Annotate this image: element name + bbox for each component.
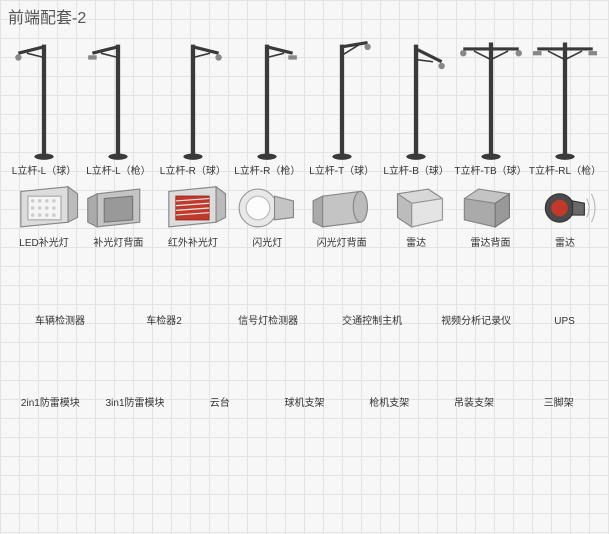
stencil-label: 交通控制主机 [342, 316, 402, 328]
row-detectors: 车辆检测器 车检器2 信号灯检测器 交通控制主机 视频分析记录仪 UPS [8, 254, 601, 328]
stencil-ups[interactable]: UPS [528, 254, 601, 328]
stencil-signal-detector[interactable]: 信号灯检测器 [216, 254, 320, 328]
stencil-label: L立杆-R（枪） [234, 166, 300, 178]
stencil-label: 视频分析记录仪 [441, 316, 511, 328]
pole-L-right-bullet-icon [235, 34, 299, 162]
stencil-pole-T-TB-dome[interactable]: T立杆-TB（球） [455, 34, 527, 178]
stencil-label: LED补光灯 [19, 238, 68, 250]
stencil-label: 球机支架 [285, 398, 325, 410]
stencil-pole-L-left-bullet[interactable]: L立杆-L（枪） [82, 34, 154, 178]
fill-light-back-icon [83, 182, 154, 234]
stencil-label: L立杆-R（球） [160, 166, 226, 178]
stencil-pole-L-right-dome[interactable]: L立杆-R（球） [157, 34, 229, 178]
stencil-radar[interactable]: 雷达 [380, 182, 452, 250]
stencil-label: L立杆-L（球） [12, 166, 76, 178]
led-fill-light-icon [9, 182, 80, 234]
stencil-label: 闪光灯 [252, 238, 282, 250]
stencil-tripod[interactable]: 三脚架 [516, 332, 601, 410]
stencil-label: T立杆-RL（枪） [529, 166, 601, 178]
pole-T-TB-dome-icon [459, 34, 523, 162]
stencil-dome-bracket[interactable]: 球机支架 [262, 332, 347, 410]
stencil-bullet-bracket[interactable]: 枪机支架 [347, 332, 432, 410]
stencil-label: 车辆检测器 [35, 316, 85, 328]
stencil-pole-L-left-dome[interactable]: L立杆-L（球） [8, 34, 80, 178]
stencil-label: 三脚架 [544, 398, 574, 410]
stencil-vehicle-detector-2[interactable]: 车检器2 [112, 254, 216, 328]
row-modules-mounts: 2in1防雷模块 3in1防雷模块 云台 球机支架 枪机支架 吊装支架 三脚架 [8, 332, 601, 410]
stencil-traffic-controller[interactable]: 交通控制主机 [320, 254, 424, 328]
stencil-label: 红外补光灯 [168, 238, 218, 250]
flash-light-icon [232, 182, 303, 234]
stencil-ir-fill-light[interactable]: 红外补光灯 [157, 182, 229, 250]
pole-L-right-dome-icon [161, 34, 225, 162]
stencil-label: 雷达 [406, 238, 426, 250]
pole-L-left-bullet-icon [86, 34, 150, 162]
stencil-led-fill-light[interactable]: LED补光灯 [8, 182, 80, 250]
stencil-label: L立杆-T（球） [309, 166, 374, 178]
stencil-spd-3in1[interactable]: 3in1防雷模块 [93, 332, 178, 410]
stencil-label: 2in1防雷模块 [21, 398, 80, 410]
stencil-label: L立杆-L（枪） [86, 166, 150, 178]
stencil-label: 雷达 [555, 238, 575, 250]
stencil-ptz[interactable]: 云台 [177, 332, 262, 410]
pole-L-T-dome-icon [310, 34, 374, 162]
stencil-label: UPS [554, 316, 575, 328]
stencil-fill-light-back[interactable]: 补光灯背面 [82, 182, 154, 250]
stencil-spd-2in1[interactable]: 2in1防雷模块 [8, 332, 93, 410]
stencil-pole-T-RL-bullet[interactable]: T立杆-RL（枪） [529, 34, 601, 178]
radar-icon [381, 182, 452, 234]
stencil-label: 补光灯背面 [93, 238, 143, 250]
stencil-label: 车检器2 [146, 316, 182, 328]
stencil-label: T立杆-TB（球） [454, 166, 526, 178]
stencil-pole-L-right-bullet[interactable]: L立杆-R（枪） [231, 34, 303, 178]
stencil-vehicle-detector[interactable]: 车辆检测器 [8, 254, 112, 328]
pole-L-B-dome-icon [384, 34, 448, 162]
stencil-ceiling-bracket[interactable]: 吊装支架 [432, 332, 517, 410]
radar-back-icon [455, 182, 526, 234]
ir-fill-light-icon [157, 182, 228, 234]
stencil-radar-back[interactable]: 雷达背面 [455, 182, 527, 250]
stencil-label: 云台 [210, 398, 230, 410]
page-title: 前端配套-2 [8, 4, 601, 28]
radar-small-icon [530, 182, 601, 234]
flash-light-back-icon [306, 182, 377, 234]
stencil-label: 信号灯检测器 [238, 316, 298, 328]
stencil-video-analyzer[interactable]: 视频分析记录仪 [424, 254, 528, 328]
stencil-label: 雷达背面 [471, 238, 511, 250]
stencil-label: 吊装支架 [454, 398, 494, 410]
pole-L-left-dome-icon [12, 34, 76, 162]
stencil-flash-light[interactable]: 闪光灯 [231, 182, 303, 250]
stencil-flash-light-back[interactable]: 闪光灯背面 [306, 182, 378, 250]
stencil-label: 枪机支架 [369, 398, 409, 410]
stencil-label: 闪光灯背面 [317, 238, 367, 250]
stencil-label: L立杆-B（球） [383, 166, 449, 178]
stencil-radar-small[interactable]: 雷达 [529, 182, 601, 250]
stencil-label: 3in1防雷模块 [106, 398, 165, 410]
pole-T-RL-bullet-icon [533, 34, 597, 162]
row-poles: L立杆-L（球） L立杆-L（枪） L立杆-R（球） L立杆-R（枪） L立杆-… [8, 34, 601, 178]
stencil-pole-L-B-dome[interactable]: L立杆-B（球） [380, 34, 452, 178]
row-lights-radar: LED补光灯 补光灯背面 红外补光灯 闪光灯 闪光灯背面 雷达 雷达背面 雷达 [8, 182, 601, 250]
stencil-pole-L-T-dome[interactable]: L立杆-T（球） [306, 34, 378, 178]
